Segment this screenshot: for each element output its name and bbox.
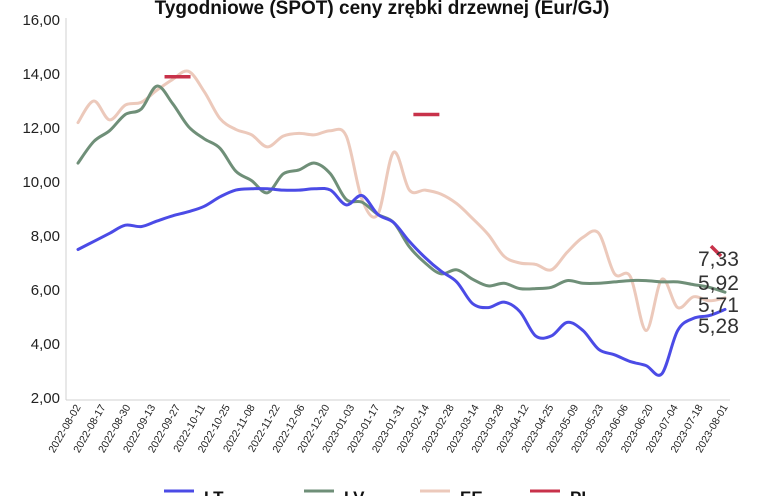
legend-label-lv: LV	[344, 488, 365, 496]
end-value-label: 7,33	[698, 248, 739, 271]
end-value-label: 5,71	[698, 294, 739, 317]
y-tick-label: 12,00	[22, 120, 60, 137]
end-value-label: 5,28	[698, 315, 739, 338]
y-tick-label: 10,00	[22, 174, 60, 191]
end-labels: 7,335,925,715,28	[698, 248, 739, 338]
legend-label-ee: EE	[460, 488, 483, 496]
y-tick-label: 6,00	[31, 282, 60, 299]
y-tick-label: 4,00	[31, 336, 60, 353]
y-tick-label: 14,00	[22, 66, 60, 83]
legend-label-pl: PL	[570, 488, 592, 496]
series-line-lv	[76, 84, 727, 294]
y-tick-label: 8,00	[31, 228, 60, 245]
legend-label-lt: LT	[204, 488, 224, 496]
y-axis-ticks: 2,00 4,00 6,00 8,00 10,00 12,00 14,00 16,00	[22, 12, 60, 407]
chart-title: Tygodniowe (SPOT) ceny zrębki drzewnej (…	[155, 0, 610, 19]
series-line-lt	[76, 186, 727, 377]
y-tick-label: 2,00	[31, 390, 60, 407]
series-line-ee	[76, 69, 727, 333]
series-lines	[76, 69, 727, 377]
end-value-label: 5,92	[698, 272, 739, 295]
x-axis-ticks: 2022-08-022022-08-172022-08-302022-09-13…	[46, 402, 730, 455]
pl-marker	[709, 244, 723, 258]
y-tick-label: 16,00	[22, 12, 60, 29]
legend: LT LV EE PL	[164, 488, 592, 496]
pl-markers	[164, 74, 723, 258]
